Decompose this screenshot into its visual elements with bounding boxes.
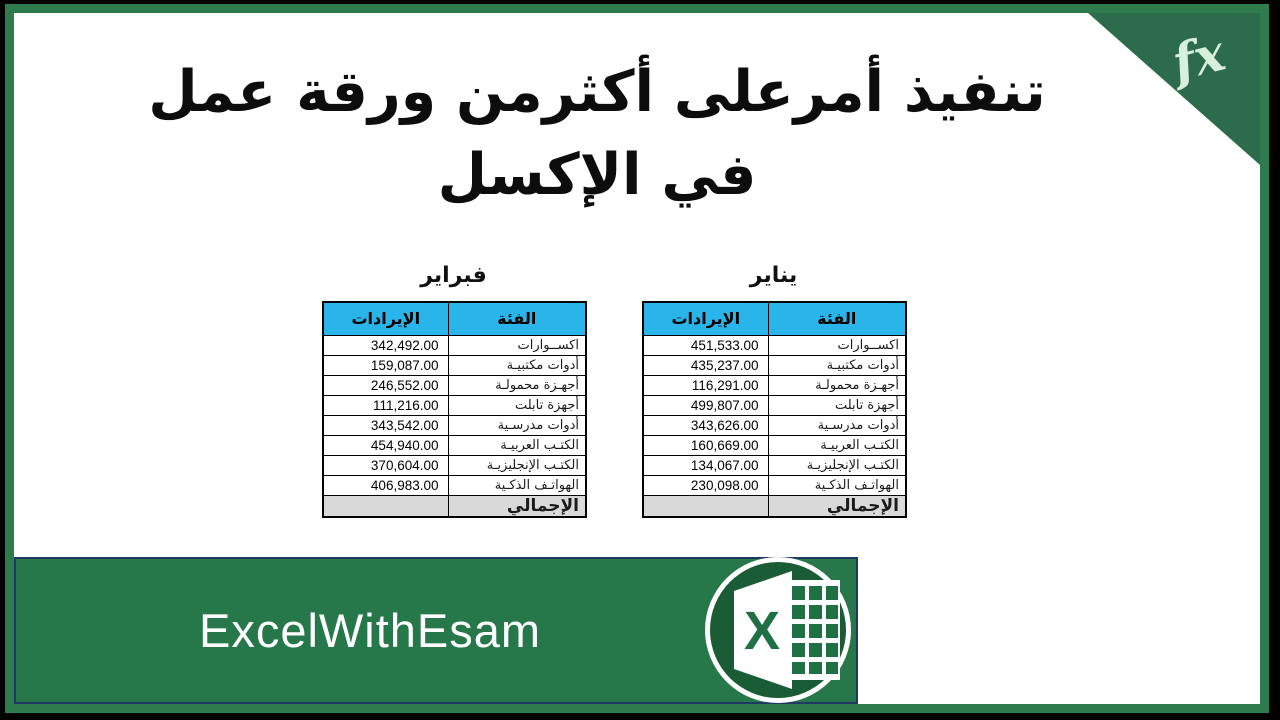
revenue-cell: 342,492.00 [322,334,449,356]
february-table: الفئة الإيرادات اكســوارات 342,492.00 أد… [322,301,587,518]
category-cell: أدوات مكتبيـة [447,354,587,376]
january-table: الفئة الإيرادات اكســوارات 451,533.00 أد… [642,301,907,518]
table-row: أدوات مكتبيـة 435,237.00 [642,354,907,376]
table-row: أدوات مدرسـية 343,626.00 [642,414,907,436]
title-line-1: تنفيذ أمرعلى أكثرمن ورقة عمل [148,59,1046,125]
category-cell: أدوات مدرسـية [767,414,907,436]
table-row: أدوات مكتبيـة 159,087.00 [322,354,587,376]
revenue-header: الإيرادات [322,301,449,336]
table-row: أدوات مدرسـية 343,542.00 [322,414,587,436]
total-label: الإجمالي [447,494,587,517]
revenue-cell: 499,807.00 [642,394,769,416]
table-row: الكتـب الإنجليزيـة 370,604.00 [322,454,587,476]
revenue-cell: 134,067.00 [642,454,769,476]
table-row: أجهزة تابلت 499,807.00 [642,394,907,416]
excel-logo-icon: X [704,556,852,704]
category-header: الفئة [447,301,587,336]
category-cell: اكســوارات [767,334,907,356]
table-row: أجهـزة محمولـة 246,552.00 [322,374,587,396]
table-row: الكتـب العربيـة 454,940.00 [322,434,587,456]
table-row: اكســوارات 451,533.00 [642,334,907,356]
page-title: تنفيذ أمرعلى أكثرمن ورقة عمل في الإكسل [74,51,1120,216]
category-cell: الكتـب العربيـة [767,434,907,456]
month-label-january: يناير [749,263,798,288]
category-cell: أدوات مدرسـية [447,414,587,436]
revenue-cell: 406,983.00 [322,474,449,496]
revenue-cell: 451,533.00 [642,334,769,356]
category-cell: الكتـب الإنجليزيـة [447,454,587,476]
revenue-cell: 159,087.00 [322,354,449,376]
revenue-cell: 454,940.00 [322,434,449,456]
content-frame: fx تنفيذ أمرعلى أكثرمن ورقة عمل في الإكس… [5,4,1269,713]
revenue-cell: 343,626.00 [642,414,769,436]
category-header: الفئة [767,301,907,336]
table-row: أجهـزة محمولـة 116,291.00 [642,374,907,396]
category-cell: أجهـزة محمولـة [767,374,907,396]
revenue-cell: 435,237.00 [642,354,769,376]
revenue-cell: 343,542.00 [322,414,449,436]
total-row: الإجمالي [322,494,587,517]
table-row: الكتـب العربيـة 160,669.00 [642,434,907,456]
revenue-cell: 160,669.00 [642,434,769,456]
category-cell: الهواتـف الذكـية [767,474,907,496]
category-cell: أجهزة تابلت [767,394,907,416]
category-cell: اكســوارات [447,334,587,356]
table-row: أجهزة تابلت 111,216.00 [322,394,587,416]
revenue-cell: 230,098.00 [642,474,769,496]
category-cell: أجهـزة محمولـة [447,374,587,396]
category-cell: أدوات مكتبيـة [767,354,907,376]
table-row: الكتـب الإنجليزيـة 134,067.00 [642,454,907,476]
total-row: الإجمالي [642,494,907,517]
table-row: الهواتـف الذكـية 230,098.00 [642,474,907,496]
total-value-empty [322,494,449,517]
revenue-cell: 116,291.00 [642,374,769,396]
table-row: الهواتـف الذكـية 406,983.00 [322,474,587,496]
revenue-cell: 111,216.00 [322,394,449,416]
month-label-february: فبراير [420,263,487,288]
february-section: فبراير الفئة الإيرادات اكســوارات 342,49… [322,263,587,518]
header-row: الفئة الإيرادات [322,301,587,336]
category-cell: أجهزة تابلت [447,394,587,416]
brand-name: ExcelWithEsam [199,604,542,657]
category-cell: الهواتـف الذكـية [447,474,587,496]
title-line-2: في الإكسل [437,141,757,208]
total-label: الإجمالي [767,494,907,517]
header-row: الفئة الإيرادات [642,301,907,336]
excel-logo-svg: X [705,557,851,703]
excel-x-letter: X [744,601,780,661]
revenue-cell: 246,552.00 [322,374,449,396]
total-value-empty [642,494,769,517]
fx-icon: fx [1166,22,1231,93]
category-cell: الكتـب العربيـة [447,434,587,456]
revenue-header: الإيرادات [642,301,769,336]
january-section: يناير الفئة الإيرادات اكســوارات 451,533… [642,263,907,518]
table-row: اكســوارات 342,492.00 [322,334,587,356]
category-cell: الكتـب الإنجليزيـة [767,454,907,476]
revenue-cell: 370,604.00 [322,454,449,476]
